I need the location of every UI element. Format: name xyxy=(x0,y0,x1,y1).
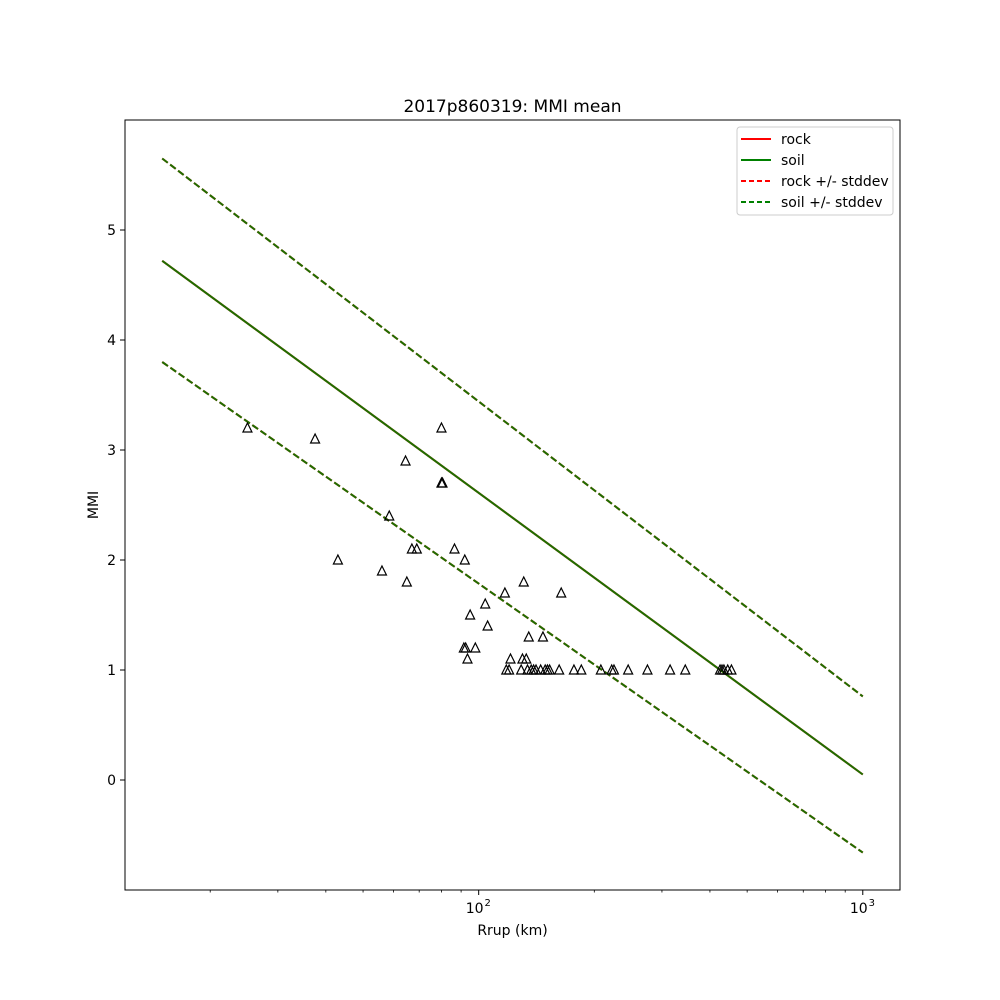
y-tick-label: 5 xyxy=(107,223,116,239)
station-marker xyxy=(482,619,494,631)
x-tick-exponent: 3 xyxy=(869,898,875,909)
station-marker xyxy=(464,608,476,620)
y-tick-label: 1 xyxy=(107,663,116,679)
x-axis-label: Rrup (km) xyxy=(477,923,547,939)
station-marker xyxy=(309,432,321,444)
station-marker xyxy=(435,421,447,433)
station-marker xyxy=(505,652,516,664)
station-marker xyxy=(459,553,471,565)
station-marker xyxy=(376,564,388,576)
line-soil-stddev-4 xyxy=(161,157,864,698)
station-marker xyxy=(503,663,515,675)
station-marker xyxy=(499,586,511,598)
y-tick-label: 4 xyxy=(107,333,116,349)
station-marker xyxy=(520,652,532,664)
legend-label: rock xyxy=(781,132,812,148)
station-marker xyxy=(383,509,395,521)
station-marker xyxy=(515,663,527,675)
station-marker xyxy=(553,663,565,675)
y-tick-label: 2 xyxy=(107,553,116,569)
station-marker xyxy=(449,542,460,554)
y-axis-label: MMI xyxy=(86,491,102,519)
station-marker xyxy=(679,663,691,675)
line-soil-3 xyxy=(161,259,864,776)
station-marker xyxy=(608,663,620,675)
station-marker xyxy=(400,454,412,466)
legend-label: soil xyxy=(781,153,805,169)
legend-label: rock +/- stddev xyxy=(781,174,889,190)
station-marker xyxy=(725,663,737,675)
station-marker xyxy=(479,597,491,609)
x-tick-label: 10 xyxy=(850,901,868,917)
station-marker xyxy=(437,476,448,488)
station-marker xyxy=(461,652,473,664)
legend-box xyxy=(736,126,894,216)
x-tick-label: 10 xyxy=(466,901,484,917)
station-marker xyxy=(568,663,580,675)
station-marker xyxy=(664,663,676,675)
station-marker xyxy=(241,421,253,433)
station-marker xyxy=(575,663,587,675)
station-marker xyxy=(401,575,413,587)
line-soil-stddev-5 xyxy=(161,361,864,854)
station-marker xyxy=(544,663,556,675)
plot-frame xyxy=(124,119,901,891)
x-tick-exponent: 2 xyxy=(484,898,490,909)
y-tick-label: 3 xyxy=(107,443,116,459)
station-marker xyxy=(595,663,607,675)
station-marker xyxy=(641,663,653,675)
legend-label: soil +/- stddev xyxy=(781,195,883,211)
station-points xyxy=(241,421,737,675)
station-marker xyxy=(555,586,567,598)
station-marker xyxy=(622,663,634,675)
y-tick-label: 0 xyxy=(107,773,116,789)
station-marker xyxy=(537,630,549,642)
station-marker xyxy=(460,641,472,653)
station-marker xyxy=(469,641,481,653)
station-marker xyxy=(518,575,530,587)
legend: rock soil rock +/- stddev soil +/- stddev xyxy=(736,126,894,216)
chart-title: 2017p860319: MMI mean xyxy=(403,97,621,117)
station-marker xyxy=(332,553,344,565)
model-lines xyxy=(161,157,864,854)
x-axis-ticks: 10 2 10 3 xyxy=(209,890,875,917)
station-marker xyxy=(523,630,535,642)
station-marker xyxy=(411,542,423,554)
y-axis-ticks: 0 1 2 3 4 5 xyxy=(107,223,125,789)
